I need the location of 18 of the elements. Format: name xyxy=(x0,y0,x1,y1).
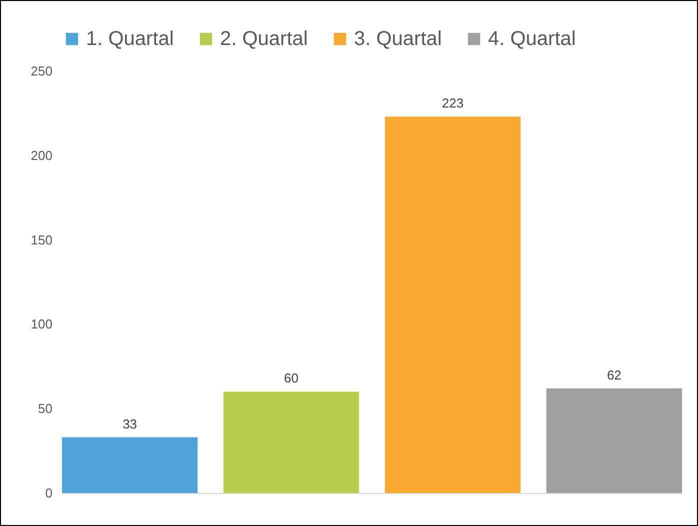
data-label: 223 xyxy=(442,96,464,111)
data-label: 33 xyxy=(122,416,138,432)
y-tick-label: 50 xyxy=(38,401,52,416)
data-label: 62 xyxy=(606,367,622,382)
bar xyxy=(62,437,198,493)
y-tick-label: 100 xyxy=(30,316,52,332)
legend-label: 2. Quartal xyxy=(220,28,308,50)
y-tick-label: 150 xyxy=(30,232,52,248)
legend-label: 3. Quartal xyxy=(354,28,442,50)
bar xyxy=(384,116,521,493)
legend-label: 1. Quartal xyxy=(86,28,174,50)
y-tick-label: 0 xyxy=(45,486,52,500)
data-label: 60 xyxy=(284,370,299,386)
y-tick-label: 200 xyxy=(30,148,52,163)
bar xyxy=(223,392,360,493)
legend-label: 4. Quartal xyxy=(488,28,576,50)
bar xyxy=(546,388,682,493)
y-tick-label: 250 xyxy=(30,64,52,78)
